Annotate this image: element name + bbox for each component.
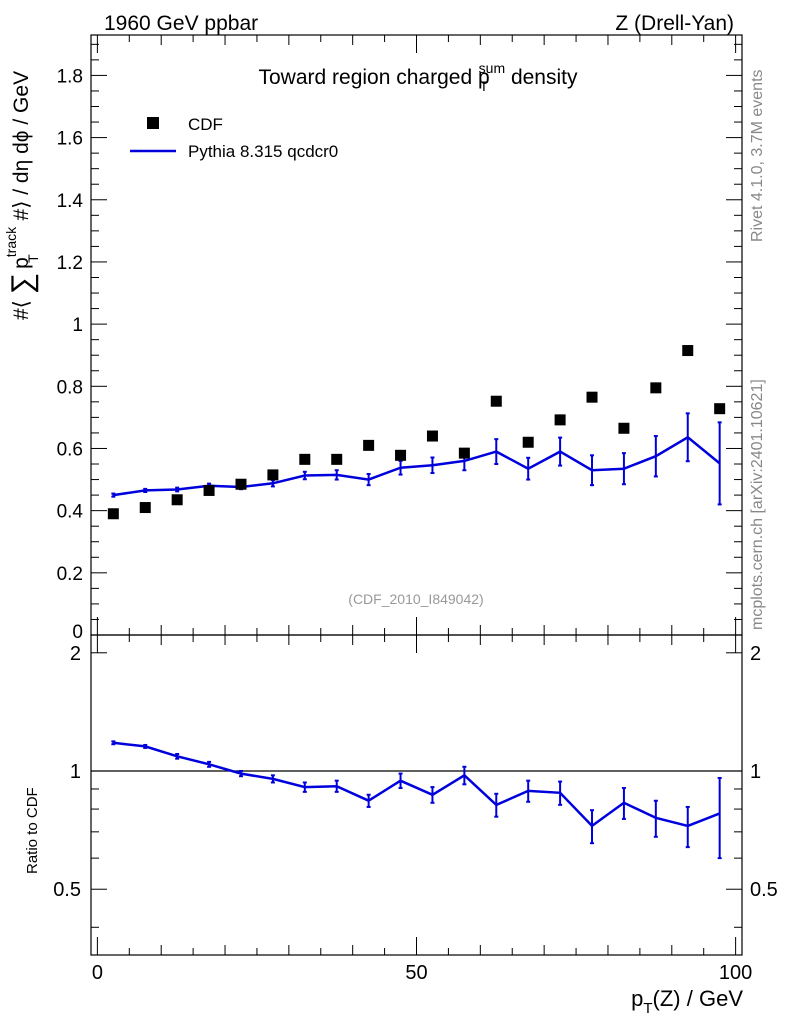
cdf-point [395, 449, 407, 461]
ratio-y-tick-label-right: 0.5 [750, 879, 778, 901]
cdf-point [363, 439, 375, 451]
ratio-y-axis-label: Ratio to CDF [24, 787, 41, 874]
title-sup-text: sum [479, 60, 505, 76]
y-tick-label: 1.4 [57, 191, 84, 212]
analysis-tag: (CDF_2010_I849042) [348, 591, 483, 607]
x-tick-label: 100 [719, 962, 752, 984]
ylabel-p: p [10, 257, 33, 269]
ratio-x-ticks: 0 50 100 [92, 635, 752, 984]
y-tick-label: 1 [72, 315, 83, 336]
x-tick-label: 50 [405, 962, 427, 984]
x-axis-label: pT(Z) / GeV [631, 986, 743, 1017]
xlabel-sub: T [643, 1000, 652, 1017]
cdf-point [682, 345, 694, 357]
xlabel-main: p [631, 986, 643, 1011]
ratio-panel-frame [90, 634, 743, 956]
ratio-y-tick-label: 1 [70, 761, 81, 783]
cdf-point [618, 422, 630, 434]
ratio-y-tick-label: 2 [70, 643, 81, 665]
xlabel-tail: (Z) / GeV [653, 986, 744, 1011]
y-tick-label: 1.2 [57, 253, 83, 274]
title-main-text: Toward region charged p [259, 66, 490, 89]
main-x-ticks [96, 35, 737, 635]
legend-cdf-marker [147, 117, 159, 129]
main-title: Toward region charged pTsum density [259, 60, 578, 94]
main-y-axis-label: #⟨ ∑ ptrack T #⟩ / dη dϕ / GeV [3, 71, 41, 320]
y-tick-label: 1.8 [57, 66, 83, 87]
y-tick-label: 0.8 [57, 377, 83, 398]
ylabel-sup: track [3, 226, 19, 257]
cdf-point [235, 478, 247, 490]
ylabel-sum: ∑ [6, 273, 39, 294]
cdf-point [171, 494, 183, 506]
ylabel-sub: T [25, 254, 41, 263]
cdf-point [107, 508, 119, 520]
cdf-point [426, 430, 438, 442]
cdf-point [554, 414, 566, 426]
cdf-point [522, 436, 534, 448]
rivet-label: Rivet 4.1.0, 3.7M events [749, 69, 766, 242]
title-tail-text: density [505, 66, 578, 89]
cdf-point [267, 469, 279, 481]
ylabel-pre: #⟨ [10, 294, 33, 320]
header-right: Z (Drell-Yan) [615, 12, 734, 35]
y-tick-label: 0.4 [57, 502, 84, 523]
ratio-data-layer [91, 740, 742, 860]
ratio-y-ticks: 0.5 0.5 1 1 2 2 [53, 643, 778, 928]
cdf-point [331, 453, 343, 465]
legend-pythia-label: Pythia 8.315 qcdcr0 [188, 142, 338, 161]
header-left: 1960 GeV ppbar [104, 12, 258, 35]
ratio-y-tick-label-right: 1 [750, 761, 761, 783]
ylabel-post: #⟩ / dη dϕ / GeV [10, 71, 33, 226]
y-tick-label: 0.2 [57, 564, 83, 585]
cdf-point [299, 453, 311, 465]
title-sub-text: T [480, 78, 489, 94]
ratio-y-tick-label: 0.5 [53, 879, 81, 901]
main-data-layer [107, 345, 726, 520]
cdf-point [458, 447, 470, 459]
y-tick-label: 1.6 [57, 129, 83, 150]
x-tick-label: 0 [92, 962, 103, 984]
mcplots-label: mcplots.cern.ch [arXiv:2401.10621] [749, 379, 766, 630]
cdf-point [650, 382, 662, 394]
cdf-point [490, 395, 502, 407]
ratio-line [113, 741, 721, 828]
legend-cdf-label: CDF [188, 115, 223, 134]
main-y-ticks: 0.2 0.4 0.6 0.8 1 1.2 1.4 1.6 1.8 0 [57, 43, 742, 643]
y-tick-label-zero: 0 [72, 622, 83, 643]
ratio-y-tick-label-right: 2 [750, 643, 761, 665]
cdf-point [714, 403, 726, 415]
cdf-point [586, 391, 598, 403]
cdf-point [139, 502, 151, 514]
cdf-point [203, 484, 215, 496]
y-tick-label: 0.6 [57, 439, 83, 460]
